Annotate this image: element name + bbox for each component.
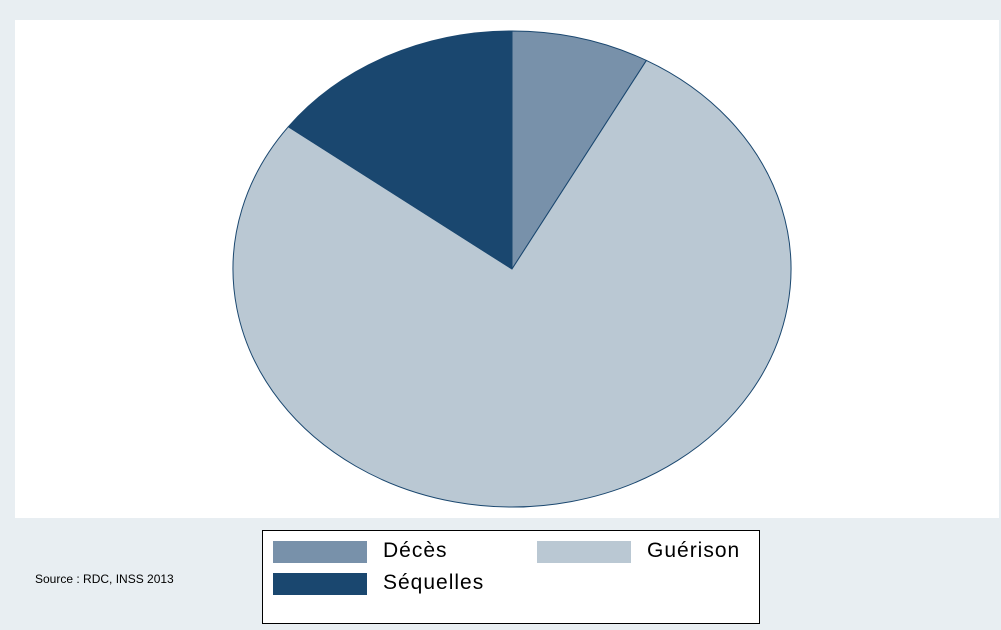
legend-swatch-sequelles <box>273 573 367 595</box>
legend-swatch-deces <box>273 541 367 563</box>
legend-swatch-guerison <box>537 541 631 563</box>
pie-slice-guerison <box>232 59 792 508</box>
pie-slice-sequelles <box>287 30 513 270</box>
legend-label-sequelles: Séquelles <box>383 571 485 594</box>
legend-label-guerison: Guérison <box>647 539 741 562</box>
legend: Décès Guérison Séquelles <box>262 530 760 624</box>
source-note: Source : RDC, INSS 2013 <box>35 572 174 586</box>
legend-label-deces: Décès <box>383 539 448 562</box>
pie-slice-deces <box>511 30 647 270</box>
